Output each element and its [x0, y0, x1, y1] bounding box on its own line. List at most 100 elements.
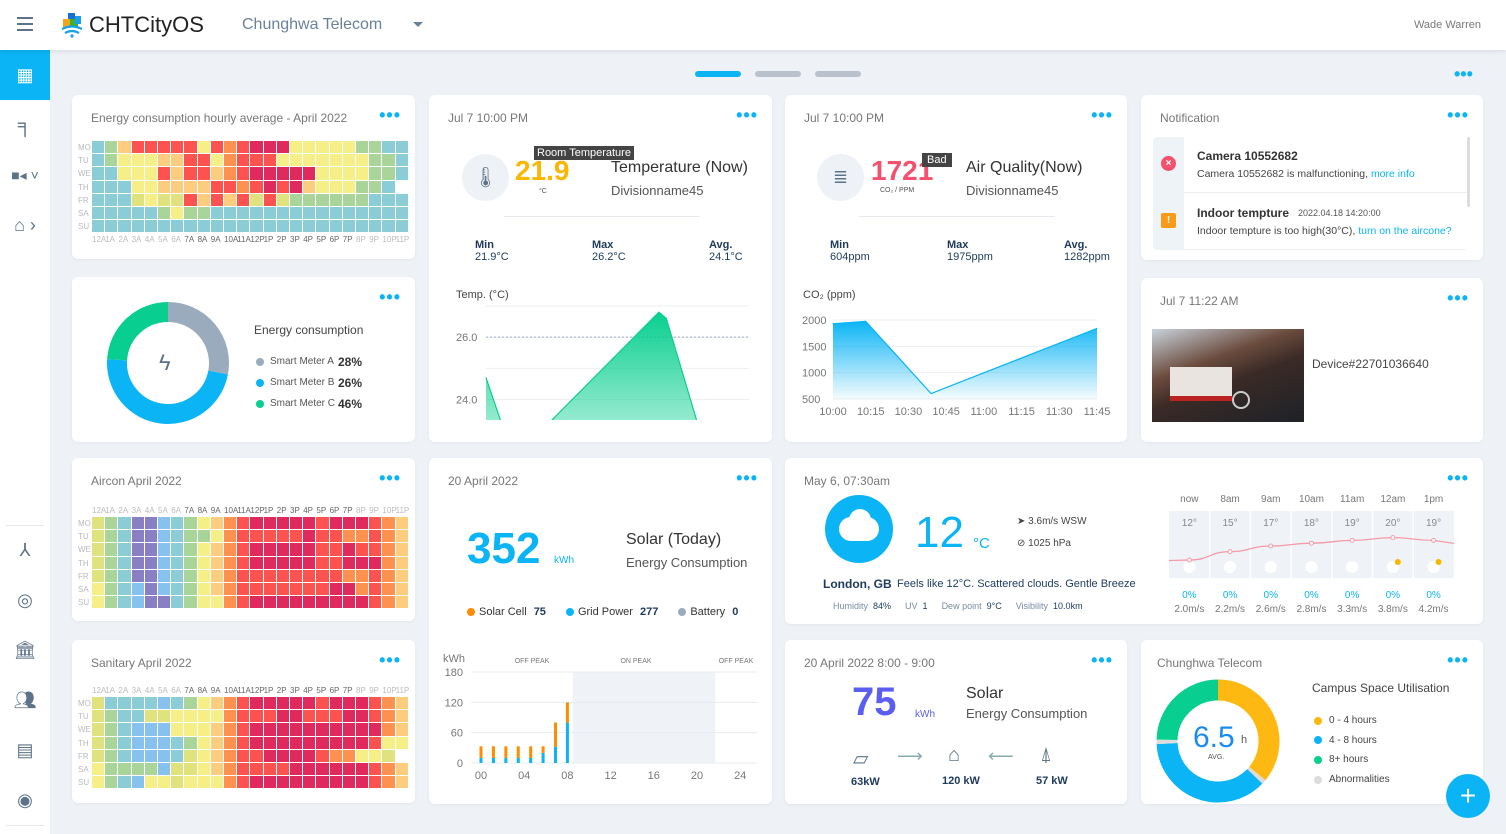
heatmap-cell[interactable] — [210, 583, 223, 596]
heatmap-cell[interactable] — [290, 723, 303, 736]
data-point[interactable] — [1096, 327, 1098, 329]
heatmap-cell[interactable] — [210, 763, 223, 776]
heatmap-cell[interactable] — [276, 141, 289, 154]
heatmap-cell[interactable] — [144, 776, 157, 789]
heatmap-cell[interactable] — [197, 207, 210, 220]
heatmap-cell[interactable] — [276, 154, 289, 167]
heatmap-cell[interactable] — [303, 583, 316, 596]
heatmap-cell[interactable] — [250, 180, 263, 193]
heatmap-cell[interactable] — [197, 180, 210, 193]
heatmap-cell[interactable] — [329, 723, 342, 736]
heatmap-cell[interactable] — [197, 736, 210, 749]
heatmap-cell[interactable] — [224, 543, 237, 556]
heatmap-cell[interactable] — [171, 154, 184, 167]
heatmap-cell[interactable] — [342, 193, 355, 206]
heatmap-cell[interactable] — [382, 167, 395, 180]
bar-segment[interactable] — [554, 722, 558, 747]
page-dot[interactable] — [815, 71, 861, 77]
heatmap-cell[interactable] — [316, 763, 329, 776]
heatmap-cell[interactable] — [356, 736, 369, 749]
heatmap-cell[interactable] — [237, 193, 250, 206]
heatmap-cell[interactable] — [263, 193, 276, 206]
heatmap-cell[interactable] — [158, 736, 171, 749]
heatmap-cell[interactable] — [92, 596, 105, 609]
heatmap-cell[interactable] — [184, 723, 197, 736]
heatmap-cell[interactable] — [105, 141, 118, 154]
heatmap-cell[interactable] — [171, 583, 184, 596]
heatmap-cell[interactable] — [92, 749, 105, 762]
heatmap-cell[interactable] — [158, 583, 171, 596]
heatmap-cell[interactable] — [382, 141, 395, 154]
heatmap-cell[interactable] — [382, 736, 395, 749]
heatmap-cell[interactable] — [144, 141, 157, 154]
scrollbar[interactable] — [1467, 137, 1470, 207]
heatmap-cell[interactable] — [158, 154, 171, 167]
more-options-icon[interactable]: ••• — [1091, 650, 1113, 670]
heatmap-cell[interactable] — [131, 207, 144, 220]
heatmap-cell[interactable] — [303, 776, 316, 789]
org-selector[interactable]: Chunghwa Telecom — [242, 16, 383, 33]
heatmap-cell[interactable] — [250, 193, 263, 206]
heatmap-cell[interactable] — [316, 180, 329, 193]
heatmap-cell[interactable] — [158, 141, 171, 154]
donut-segment[interactable] — [107, 359, 228, 424]
heatmap-cell[interactable] — [224, 220, 237, 233]
heatmap-cell[interactable] — [369, 193, 382, 206]
sidebar-item-dashboard[interactable]: ▦ — [0, 50, 50, 100]
heatmap-cell[interactable] — [395, 141, 408, 154]
heatmap-cell[interactable] — [356, 193, 369, 206]
heatmap-cell[interactable] — [356, 763, 369, 776]
heatmap-cell[interactable] — [197, 697, 210, 710]
sidebar-item-network[interactable]: ⅄ — [0, 525, 50, 575]
heatmap-cell[interactable] — [356, 530, 369, 543]
heatmap-cell[interactable] — [342, 543, 355, 556]
more-options-icon[interactable]: ••• — [736, 468, 758, 488]
heatmap-cell[interactable] — [171, 749, 184, 762]
heatmap-cell[interactable] — [237, 776, 250, 789]
heatmap-cell[interactable] — [395, 736, 408, 749]
heatmap-cell[interactable] — [184, 530, 197, 543]
heatmap-cell[interactable] — [356, 776, 369, 789]
heatmap-cell[interactable] — [263, 220, 276, 233]
heatmap-cell[interactable] — [276, 763, 289, 776]
heatmap-cell[interactable] — [197, 530, 210, 543]
heatmap-cell[interactable] — [316, 167, 329, 180]
sidebar-item-location[interactable]: ◎ — [0, 575, 50, 625]
heatmap-cell[interactable] — [250, 710, 263, 723]
heatmap-cell[interactable] — [210, 193, 223, 206]
heatmap-cell[interactable] — [237, 141, 250, 154]
heatmap-cell[interactable] — [118, 697, 131, 710]
heatmap-cell[interactable] — [171, 596, 184, 609]
heatmap-cell[interactable] — [276, 207, 289, 220]
more-options-icon[interactable]: ••• — [379, 287, 401, 307]
heatmap-cell[interactable] — [105, 517, 118, 530]
heatmap-cell[interactable] — [92, 193, 105, 206]
heatmap-cell[interactable] — [329, 543, 342, 556]
heatmap-cell[interactable] — [329, 569, 342, 582]
heatmap-cell[interactable] — [92, 569, 105, 582]
heatmap-cell[interactable] — [276, 697, 289, 710]
heatmap-cell[interactable] — [290, 763, 303, 776]
heatmap-cell[interactable] — [118, 530, 131, 543]
heatmap-cell[interactable] — [290, 569, 303, 582]
heatmap-cell[interactable] — [356, 569, 369, 582]
heatmap-cell[interactable] — [369, 180, 382, 193]
heatmap-cell[interactable] — [276, 776, 289, 789]
heatmap-cell[interactable] — [303, 697, 316, 710]
heatmap-cell[interactable] — [92, 207, 105, 220]
heatmap-cell[interactable] — [342, 749, 355, 762]
heatmap-cell[interactable] — [263, 763, 276, 776]
heatmap-cell[interactable] — [171, 556, 184, 569]
heatmap-cell[interactable] — [131, 220, 144, 233]
heatmap-cell[interactable] — [382, 207, 395, 220]
heatmap-cell[interactable] — [118, 776, 131, 789]
heatmap-cell[interactable] — [316, 207, 329, 220]
heatmap-cell[interactable] — [369, 569, 382, 582]
heatmap-cell[interactable] — [342, 154, 355, 167]
heatmap-cell[interactable] — [118, 220, 131, 233]
heatmap-cell[interactable] — [92, 141, 105, 154]
sidebar-item-camera[interactable]: ■◂ ˅ — [0, 150, 50, 200]
heatmap-cell[interactable] — [369, 141, 382, 154]
heatmap-cell[interactable] — [382, 154, 395, 167]
trend-point[interactable] — [1227, 549, 1233, 555]
